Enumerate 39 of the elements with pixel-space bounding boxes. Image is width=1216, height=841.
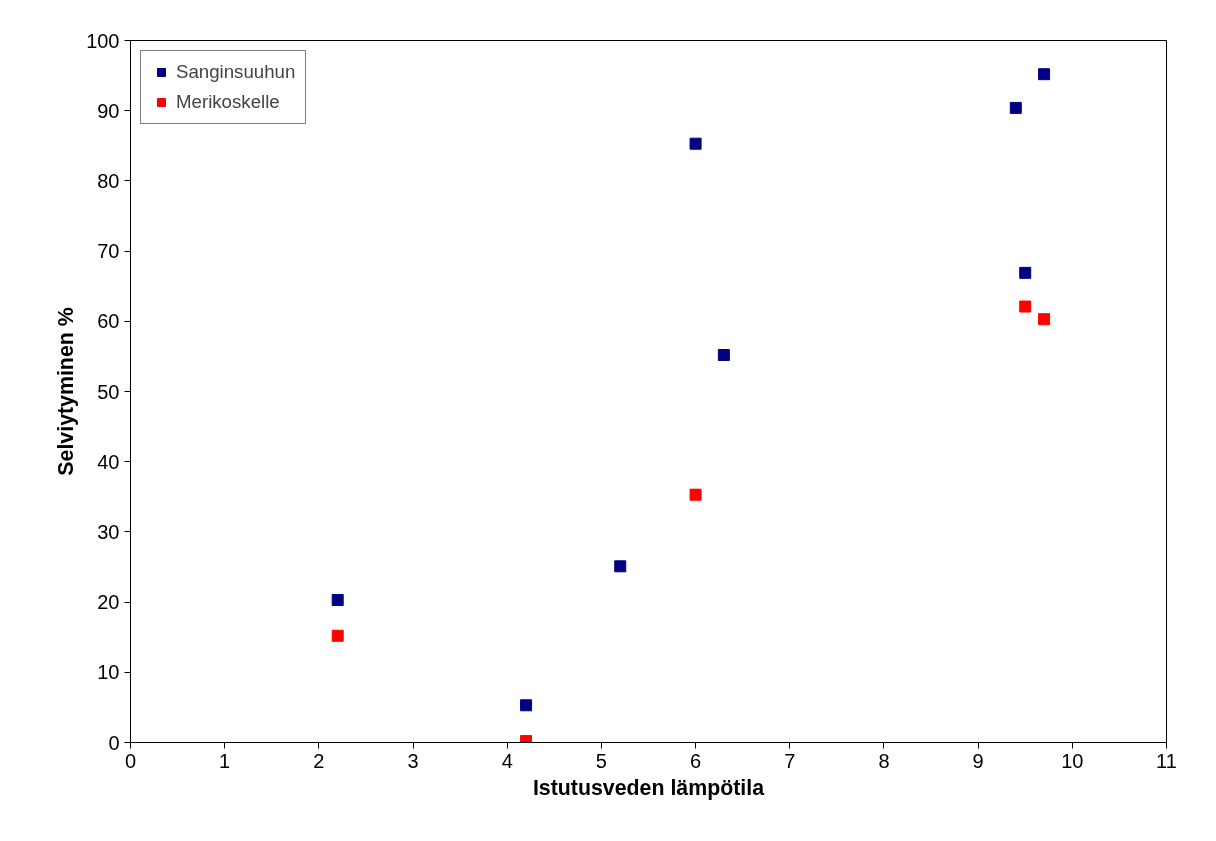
y-tick-label: 50 [97,380,120,403]
point [520,699,533,712]
y-tick-label: 20 [97,591,120,614]
y-tick-label: 0 [108,731,120,754]
legend-label: Merikoskelle [176,91,280,113]
y-tick-label: 40 [97,450,120,473]
point [614,560,627,573]
x-tick-label: 9 [972,749,984,772]
point [331,593,344,606]
point [689,488,702,501]
x-tick-label: 3 [407,749,419,772]
y-tick-label: 80 [97,169,120,192]
point [1019,300,1032,313]
point [689,137,702,150]
y-tick-label: 30 [97,520,120,543]
point [1038,68,1051,81]
x-tick-label: 6 [690,749,702,772]
y-tick-label: 70 [97,240,120,263]
x-tick-label: 11 [1156,749,1177,772]
x-tick-label: 10 [1061,749,1084,772]
y-tick-label: 90 [97,99,120,122]
x-tick-label: 1 [219,749,231,772]
point [1019,266,1032,279]
point [717,349,730,361]
x-tick-label: 4 [501,749,513,772]
point [331,629,344,642]
x-axis-title: Istutusveden lämpötila [532,775,765,800]
x-tick-label: 8 [878,749,890,772]
x-tick-label: 5 [595,749,607,772]
x-tick-label: 0 [124,749,137,772]
x-tick-label: 7 [784,749,796,772]
point [1038,313,1051,326]
y-axis-title: Selviytyminen % [54,307,79,476]
legend-label: Sanginsuuhun [176,61,296,83]
y-tick-label: 100 [86,29,120,52]
y-tick-label: 10 [97,661,120,684]
point [1009,101,1022,114]
x-tick-label: 2 [313,749,325,772]
y-tick-label: 60 [97,310,120,333]
